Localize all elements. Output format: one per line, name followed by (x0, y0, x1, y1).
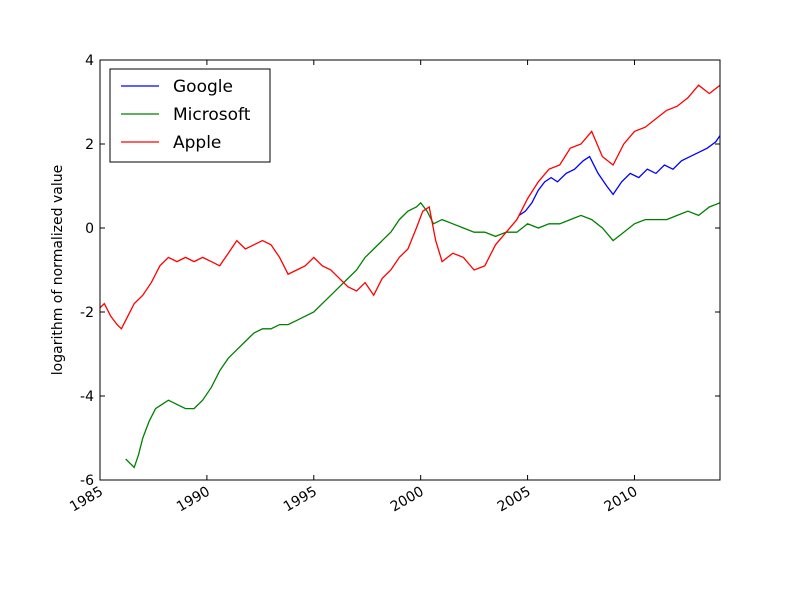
legend-label-google: Google (173, 77, 233, 97)
y-axis-label: logarithm of normalized value (50, 165, 66, 375)
series-line-google (518, 135, 721, 216)
x-tick-label: 2010 (602, 484, 641, 516)
legend: Google Microsoft Apple (109, 68, 271, 163)
plot-frame (99, 59, 721, 481)
y-tick-label: -6 (80, 473, 94, 489)
x-tick-label: 1995 (281, 484, 320, 516)
x-tick-label: 1990 (174, 484, 213, 516)
x-tick-label: 2000 (388, 484, 427, 516)
legend-box (109, 68, 271, 163)
series-layer (99, 84, 721, 469)
y-tick-label: -4 (80, 389, 94, 405)
series-line-apple (99, 84, 721, 330)
legend-label-apple: Apple (173, 133, 221, 153)
series-line-microsoft (125, 201, 721, 469)
y-tick-label: 0 (85, 221, 94, 237)
legend-label-microsoft: Microsoft (173, 105, 251, 125)
y-tick-label: -2 (80, 305, 94, 321)
x-tick-label: 2005 (495, 484, 534, 516)
y-tick-label: 4 (85, 53, 94, 69)
y-tick-label: 2 (85, 137, 94, 153)
